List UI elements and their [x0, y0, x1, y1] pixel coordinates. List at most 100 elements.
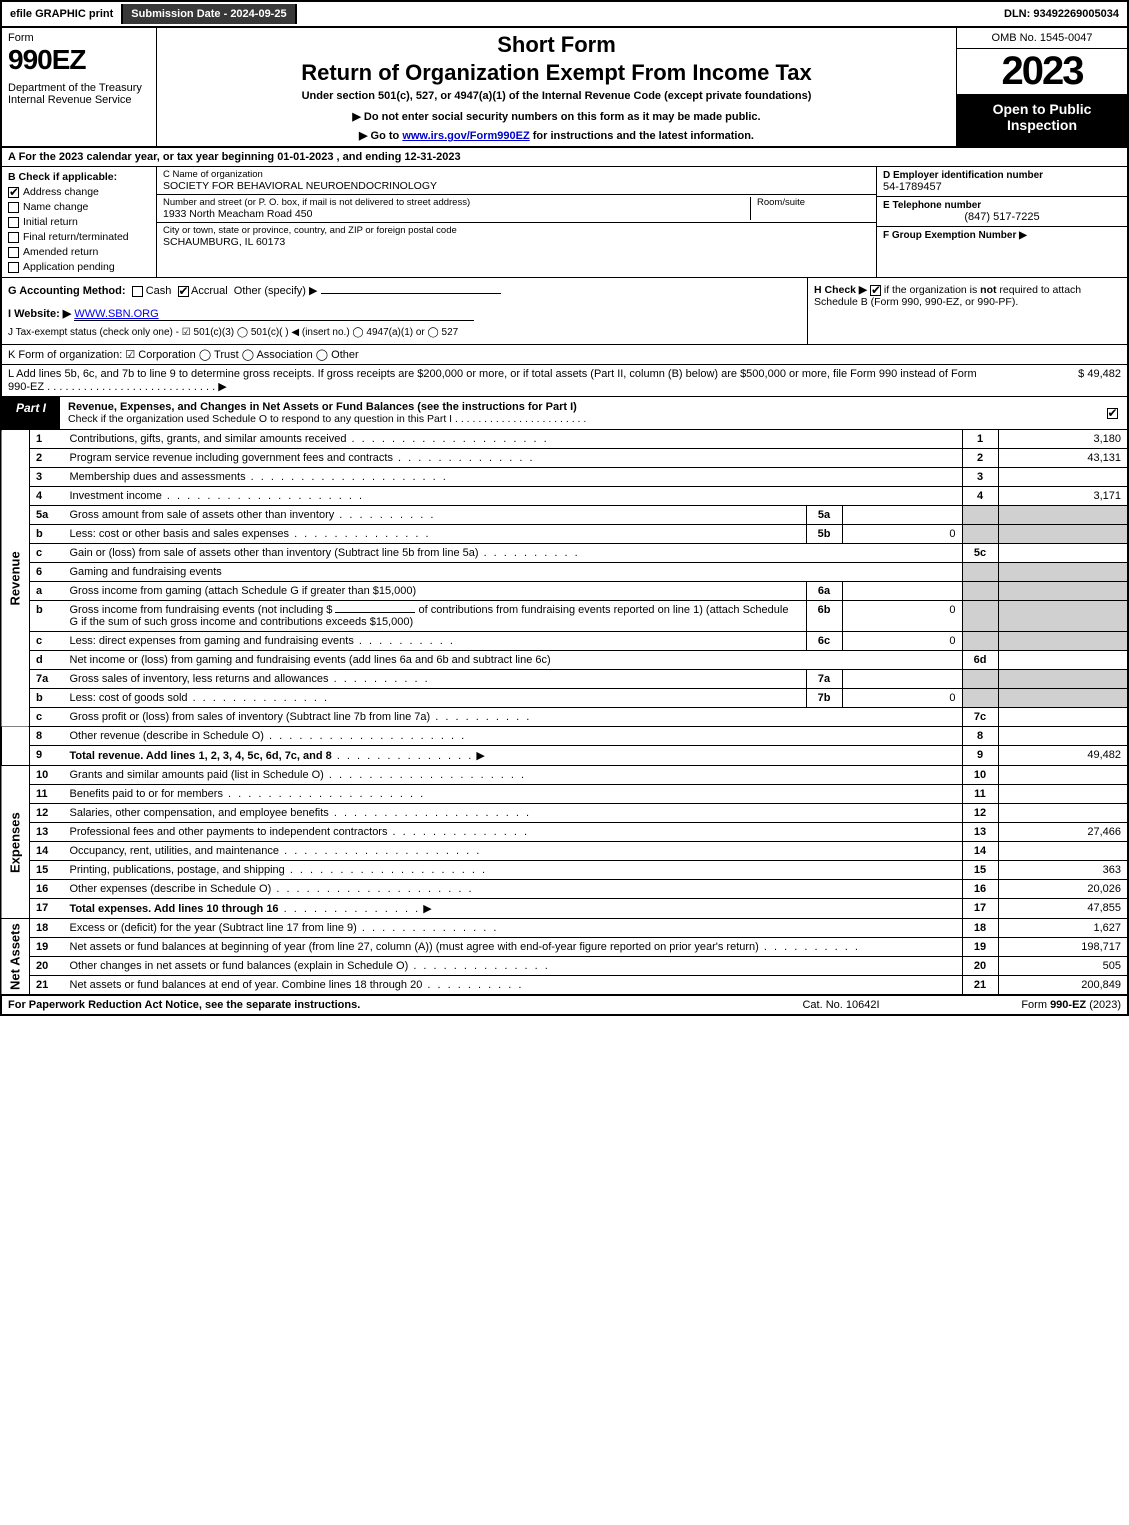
sub-amt: 0 — [842, 689, 962, 708]
main-amt: 1,627 — [998, 919, 1128, 938]
line-num: c — [30, 632, 64, 651]
row-k: K Form of organization: ☑ Corporation ◯ … — [0, 345, 1129, 365]
open-public-badge: Open to Public Inspection — [957, 95, 1127, 146]
sub-amt — [842, 670, 962, 689]
instr-post: for instructions and the latest informat… — [530, 130, 754, 142]
part1-table: Revenue 1 Contributions, gifts, grants, … — [0, 430, 1129, 995]
line-num: 11 — [30, 785, 64, 804]
checkbox-icon[interactable] — [1107, 408, 1118, 419]
line-desc: Less: direct expenses from gaming and fu… — [64, 632, 807, 651]
footer-cat-no: Cat. No. 10642I — [741, 999, 941, 1011]
sub-num: 5a — [806, 506, 842, 525]
sub-num: 6c — [806, 632, 842, 651]
line-num: 16 — [30, 880, 64, 899]
chk-address-change: Address change — [8, 186, 150, 198]
dept-treasury: Department of the Treasury Internal Reve… — [8, 82, 150, 106]
line-num: 15 — [30, 861, 64, 880]
sub-amt — [842, 506, 962, 525]
chk-name-change: Name change — [8, 201, 150, 213]
main-num: 21 — [962, 976, 998, 995]
line-num: b — [30, 689, 64, 708]
part1-tab: Part I — [2, 397, 60, 429]
main-amt: 47,855 — [998, 899, 1128, 919]
checkbox-icon[interactable] — [8, 232, 19, 243]
line-num: 4 — [30, 487, 64, 506]
org-city-row: City or town, state or province, country… — [157, 223, 876, 250]
line-desc: Less: cost or other basis and sales expe… — [64, 525, 807, 544]
h-pre: H Check ▶ — [814, 284, 867, 296]
main-amt — [998, 842, 1128, 861]
row-h: H Check ▶ if the organization is not req… — [807, 278, 1127, 344]
main-amt: 3,180 — [998, 430, 1128, 449]
line-num: 17 — [30, 899, 64, 919]
main-num: 18 — [962, 919, 998, 938]
checkbox-icon[interactable] — [8, 262, 19, 273]
line-num: 8 — [30, 727, 64, 746]
instr-link-row: ▶ Go to www.irs.gov/Form990EZ for instru… — [165, 129, 948, 142]
table-row: Revenue 1 Contributions, gifts, grants, … — [1, 430, 1128, 449]
form-header: Form 990EZ Department of the Treasury In… — [0, 28, 1129, 148]
table-row: 5a Gross amount from sale of assets othe… — [1, 506, 1128, 525]
ein-cell: D Employer identification number 54-1789… — [877, 167, 1127, 197]
footer-left: For Paperwork Reduction Act Notice, see … — [8, 999, 741, 1011]
checkbox-icon[interactable] — [8, 217, 19, 228]
short-form-label: Short Form — [165, 32, 948, 58]
main-amt — [998, 689, 1128, 708]
main-amt — [998, 632, 1128, 651]
line-desc: Professional fees and other payments to … — [64, 823, 963, 842]
chk-final-return: Final return/terminated — [8, 231, 150, 243]
sub-amt — [842, 582, 962, 601]
main-num: 11 — [962, 785, 998, 804]
g-other: Other (specify) ▶ — [234, 285, 318, 297]
line-desc: Grants and similar amounts paid (list in… — [64, 766, 963, 785]
omb-number: OMB No. 1545-0047 — [957, 28, 1127, 49]
row-g: G Accounting Method: Cash Accrual Other … — [2, 278, 807, 344]
main-amt: 363 — [998, 861, 1128, 880]
line-num: 20 — [30, 957, 64, 976]
part1-title: Revenue, Expenses, and Changes in Net As… — [60, 397, 1097, 429]
form-title: Return of Organization Exempt From Incom… — [165, 60, 948, 86]
checkbox-icon[interactable] — [8, 202, 19, 213]
tax-year: 2023 — [957, 49, 1127, 95]
irs-link[interactable]: www.irs.gov/Form990EZ — [402, 130, 529, 142]
checkbox-icon[interactable] — [8, 187, 19, 198]
footer-form-pre: Form — [1021, 999, 1050, 1011]
main-amt — [998, 525, 1128, 544]
org-addr-row: Number and street (or P. O. box, if mail… — [157, 195, 876, 223]
main-num — [962, 601, 998, 632]
table-row: b Less: cost of goods sold 7b 0 — [1, 689, 1128, 708]
sub-num: 6b — [806, 601, 842, 632]
checkbox-icon[interactable] — [132, 286, 143, 297]
table-row: Expenses 10 Grants and similar amounts p… — [1, 766, 1128, 785]
efile-label: efile GRAPHIC print — [2, 4, 123, 24]
main-amt — [998, 766, 1128, 785]
part1-sub: Check if the organization used Schedule … — [68, 413, 586, 425]
website-link[interactable]: WWW.SBN.ORG — [74, 308, 474, 321]
main-num: 15 — [962, 861, 998, 880]
org-name-val: SOCIETY FOR BEHAVIORAL NEUROENDOCRINOLOG… — [163, 180, 870, 192]
line-num: 19 — [30, 938, 64, 957]
table-row: 20 Other changes in net assets or fund b… — [1, 957, 1128, 976]
checkbox-icon[interactable] — [870, 285, 881, 296]
main-num — [962, 670, 998, 689]
org-addr-val: 1933 North Meacham Road 450 — [163, 208, 750, 220]
table-row: 6 Gaming and fundraising events — [1, 563, 1128, 582]
main-num: 3 — [962, 468, 998, 487]
checkbox-icon[interactable] — [178, 286, 189, 297]
checkbox-icon[interactable] — [8, 247, 19, 258]
tel-cell: E Telephone number (847) 517-7225 — [877, 197, 1127, 227]
group-cell: F Group Exemption Number ▶ — [877, 227, 1127, 244]
line-num: 12 — [30, 804, 64, 823]
main-num — [962, 582, 998, 601]
chk-label: Address change — [23, 186, 99, 198]
tel-label: E Telephone number — [883, 200, 1121, 211]
part1-header: Part I Revenue, Expenses, and Changes in… — [0, 397, 1129, 430]
org-addr-label: Number and street (or P. O. box, if mail… — [163, 197, 750, 208]
revenue-side-label: Revenue — [1, 430, 30, 727]
chk-label: Amended return — [23, 246, 98, 258]
main-amt — [998, 563, 1128, 582]
line-desc: Other expenses (describe in Schedule O) — [64, 880, 963, 899]
submission-date: Submission Date - 2024-09-25 — [123, 4, 296, 24]
line-desc: Printing, publications, postage, and shi… — [64, 861, 963, 880]
line-desc: Gain or (loss) from sale of assets other… — [64, 544, 963, 563]
